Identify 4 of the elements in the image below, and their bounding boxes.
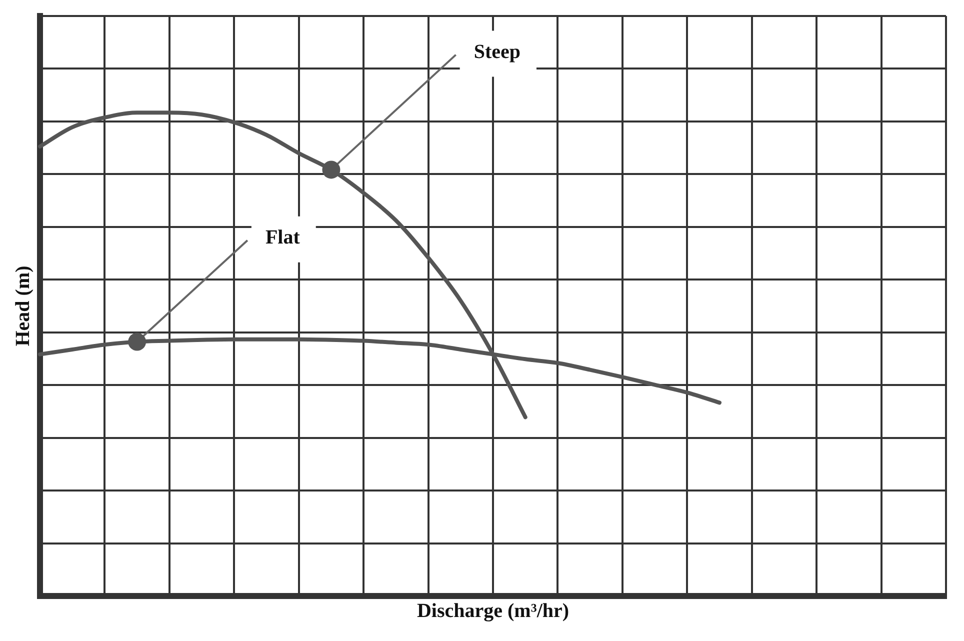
- text: Steep: [474, 40, 520, 63]
- y-axis-title: Head (m): [12, 266, 34, 346]
- x-axis-title: Discharge (m³/hr): [416, 600, 570, 622]
- annotation: Flat: [265, 226, 300, 249]
